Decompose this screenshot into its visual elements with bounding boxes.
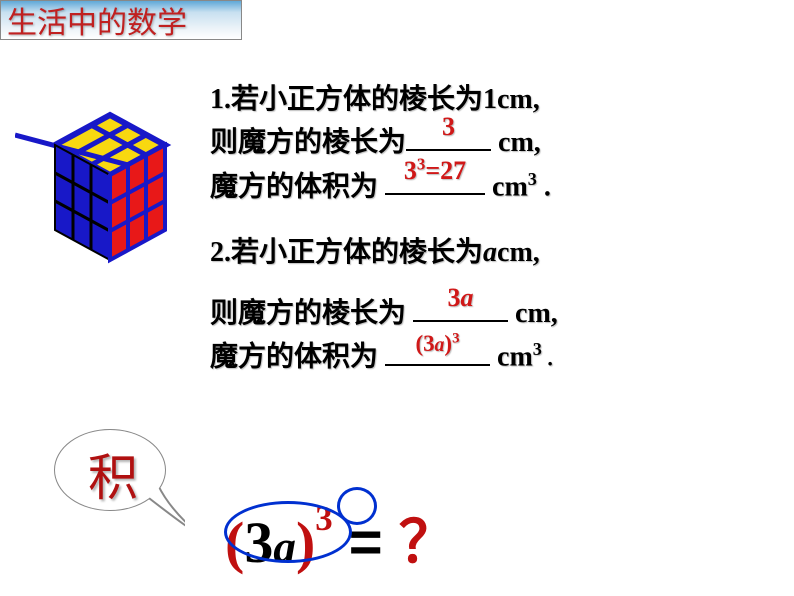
rubiks-cube-image	[15, 95, 195, 275]
q2-line1: 2.若小正方体的棱长为acm,	[210, 231, 780, 274]
q1-line2: 则魔方的棱长为3 cm,	[210, 121, 780, 164]
q2-line2: 则魔方的棱长为 3a cm,	[210, 292, 780, 335]
title-text: 生活中的数学	[7, 0, 187, 42]
q1-line3: 魔方的体积为 33=27 cm3 .	[210, 165, 780, 209]
q1-blank1: 3	[406, 121, 491, 151]
q2-blank1: 3a	[413, 292, 508, 322]
q2-blank2: (3a)3	[385, 336, 490, 366]
title-bar: 生活中的数学	[0, 0, 242, 40]
q1-line1: 1.若小正方体的棱长为1cm,	[210, 78, 780, 121]
bubble-text: 积	[88, 438, 138, 510]
q1-blank2: 33=27	[385, 165, 485, 195]
q2-line3: 魔方的体积为 (3a)3 cm3 .	[210, 335, 780, 379]
final-expression: (3a)3 = ？	[225, 495, 457, 579]
content-area: 1.若小正方体的棱长为1cm, 则魔方的棱长为3 cm, 魔方的体积为 33=2…	[210, 78, 780, 379]
